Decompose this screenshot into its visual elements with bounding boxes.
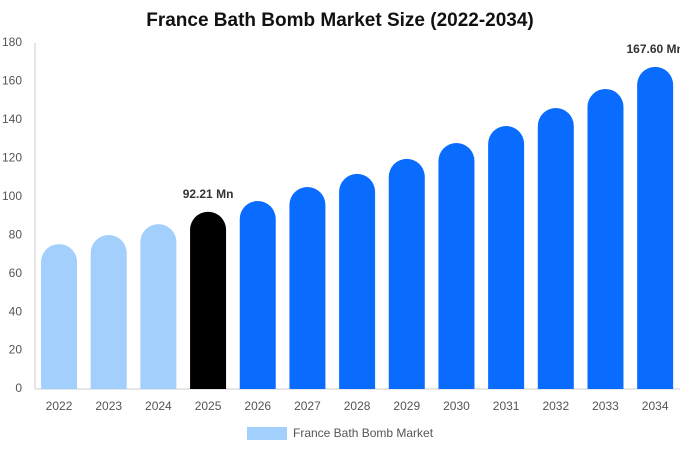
bar [438, 142, 475, 389]
bar [388, 158, 425, 389]
y-tick-label: 0 [15, 381, 22, 395]
bar [190, 211, 227, 389]
bar [41, 244, 78, 389]
chart-title: France Bath Bomb Market Size (2022-2034) [146, 10, 534, 31]
y-tick-label: 160 [2, 74, 22, 88]
x-tick-label: 2032 [542, 399, 569, 413]
bar [587, 88, 624, 390]
x-tick-label: 2028 [344, 399, 371, 413]
bar [239, 201, 276, 389]
bar [537, 107, 574, 390]
x-tick-label: 2022 [46, 399, 73, 413]
legend-label: France Bath Bomb Market [293, 426, 434, 440]
bar [339, 173, 376, 389]
y-tick-label: 80 [9, 227, 23, 241]
y-tick-label: 140 [2, 112, 22, 126]
bar [289, 186, 326, 389]
y-tick-label: 60 [9, 266, 23, 280]
x-tick-label: 2025 [195, 399, 222, 413]
x-tick-label: 2024 [145, 399, 172, 413]
x-tick-label: 2029 [393, 399, 420, 413]
x-tick-label: 2034 [642, 399, 669, 413]
legend-swatch [247, 427, 287, 440]
y-tick-label: 20 [9, 343, 23, 357]
x-tick-label: 2033 [592, 399, 619, 413]
x-tick-label: 2031 [493, 399, 520, 413]
bar [488, 126, 525, 390]
y-tick-label: 100 [2, 189, 22, 203]
y-tick-label: 180 [2, 35, 22, 49]
bar [637, 66, 674, 389]
bar [140, 224, 177, 389]
value-label: 167.60 Mn [626, 42, 680, 56]
bar [90, 235, 127, 389]
x-tick-label: 2023 [95, 399, 122, 413]
value-label: 92.21 Mn [183, 187, 234, 201]
y-tick-label: 40 [9, 304, 23, 318]
y-tick-label: 120 [2, 151, 22, 165]
x-tick-label: 2026 [244, 399, 271, 413]
x-tick-label: 2030 [443, 399, 470, 413]
x-tick-label: 2027 [294, 399, 321, 413]
